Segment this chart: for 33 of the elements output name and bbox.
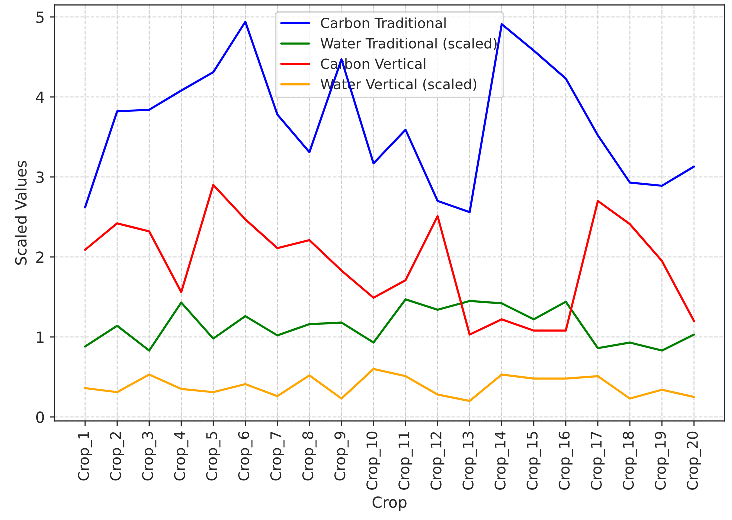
x-tick-label: Crop_19 <box>655 432 670 490</box>
x-tick-label: Crop_10 <box>366 432 381 490</box>
legend-label: Water Traditional (scaled) <box>320 38 497 50</box>
y-axis-title: Scaled Values <box>15 161 27 265</box>
line-series <box>84 184 696 336</box>
x-tick-label: Crop_1 <box>78 432 92 481</box>
line-series <box>84 298 696 352</box>
x-tick-label: Crop_7 <box>270 432 285 481</box>
x-tick-label: Crop_16 <box>558 432 574 490</box>
x-tick-label: Crop_4 <box>174 432 189 481</box>
x-axis-title: Crop <box>372 496 407 512</box>
y-tick-label: 0 <box>36 412 44 424</box>
x-tick-label: Crop_2 <box>110 432 125 481</box>
x-tick-label: Crop_15 <box>526 432 542 490</box>
legend-label: Carbon Traditional <box>321 18 446 28</box>
x-tick-label: Crop_14 <box>494 432 510 490</box>
x-tick-label: Crop_20 <box>687 432 702 490</box>
x-tick-label: Crop_12 <box>430 432 445 490</box>
x-tick-label: Crop_11 <box>398 432 413 490</box>
y-tick-label: 2 <box>36 252 44 264</box>
y-tick-label: 1 <box>37 332 44 344</box>
x-tick-label: Crop_9 <box>334 432 349 481</box>
x-tick-label: Crop_13 <box>462 432 478 490</box>
y-tick-label: 4 <box>36 92 44 104</box>
x-tick-label: Crop_3 <box>142 432 157 481</box>
x-tick-label: Crop_5 <box>206 432 221 481</box>
x-tick-label: Crop_17 <box>590 432 606 490</box>
x-tick-label: Crop_18 <box>623 432 638 490</box>
x-tick-label: Crop_6 <box>238 432 253 481</box>
x-tick-label: Crop_8 <box>302 432 317 481</box>
y-tick-label: 5 <box>36 12 44 24</box>
y-tick-label: 3 <box>36 172 44 184</box>
line-series <box>84 368 696 402</box>
